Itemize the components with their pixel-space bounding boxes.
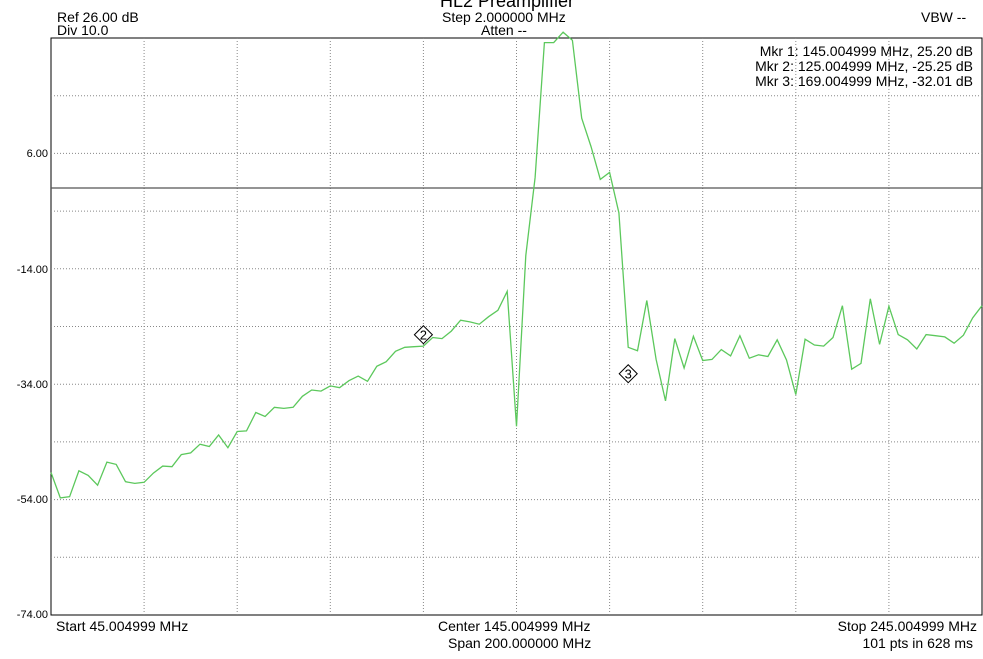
div-label: Div 10.0 (57, 22, 109, 38)
y-tick-label: -74.00 (16, 609, 48, 621)
y-tick-label: -54.00 (16, 494, 48, 506)
start-frequency-label: Start 45.004999 MHz (56, 618, 189, 634)
marker-2-readout: Mkr 2: 125.004999 MHz, -25.25 dB (755, 58, 973, 74)
marker-3-readout: Mkr 3: 169.004999 MHz, -32.01 dB (755, 73, 973, 89)
y-tick-label: -14.00 (16, 264, 48, 276)
vbw-label: VBW -- (921, 9, 967, 25)
marker-3-diamond: 3 (618, 364, 638, 384)
trace-line (50, 31, 983, 499)
span-label: Span 200.000000 MHz (448, 635, 592, 651)
y-tick-label: -34.00 (16, 379, 48, 391)
marker-group: 23 (413, 325, 638, 384)
step-label: Step 2.000000 MHz (442, 9, 566, 25)
points-sweep-label: 101 pts in 628 ms (862, 635, 973, 651)
center-frequency-label: Center 145.004999 MHz (438, 618, 591, 634)
chart-title: HL2 Preamplifier (440, 0, 575, 11)
marker-number-label: 3 (625, 367, 632, 382)
grid-lines (51, 38, 982, 615)
ref-level-label: Ref 26.00 dB (57, 9, 139, 25)
marker-1-readout: Mkr 1: 145.004999 MHz, 25.20 dB (759, 43, 973, 59)
y-tick-label: 6.00 (26, 148, 48, 160)
marker-diamond-shape (413, 325, 434, 345)
atten-label: Atten -- (481, 22, 527, 38)
marker-2-diamond: 2 (413, 325, 434, 345)
marker-diamond-shape (618, 364, 638, 384)
marker-number-label: 2 (420, 328, 427, 343)
stop-frequency-label: Stop 245.004999 MHz (837, 618, 977, 634)
